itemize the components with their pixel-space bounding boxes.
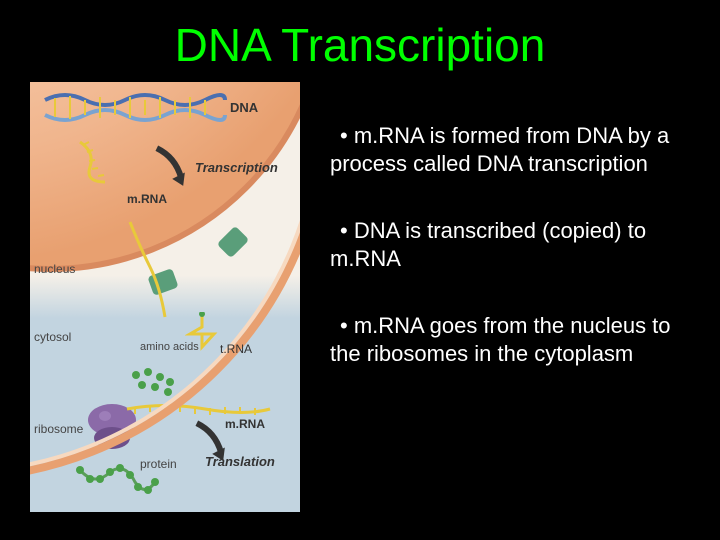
bullet-text: m.RNA is formed from DNA by a process ca… — [330, 123, 669, 176]
page-title: DNA Transcription — [0, 0, 720, 82]
cytosol-label: cytosol — [34, 330, 71, 344]
content-area: DNA Transcription m.RNA nucleus cytosol … — [0, 82, 720, 512]
nucleus-label: nucleus — [34, 262, 75, 276]
bullet-text: m.RNA goes from the nucleus to the ribos… — [330, 313, 671, 366]
bullet-marker-icon: • — [340, 217, 348, 245]
ribosome-label: ribosome — [34, 422, 83, 436]
bullet-item: • m.RNA goes from the nucleus to the rib… — [330, 312, 700, 367]
transcription-label: Transcription — [195, 160, 278, 175]
mrna-label: m.RNA — [127, 192, 167, 206]
protein-label: protein — [140, 457, 177, 471]
bullet-marker-icon: • — [340, 122, 348, 150]
amino-acids-label: amino acids — [140, 342, 199, 353]
dna-label: DNA — [230, 100, 258, 115]
trna-label: t.RNA — [220, 342, 252, 356]
bullet-item: • DNA is transcribed (copied) to m.RNA — [330, 217, 700, 272]
bullet-marker-icon: • — [340, 312, 348, 340]
mrna-label: m.RNA — [225, 417, 265, 431]
bullet-list: • m.RNA is formed from DNA by a process … — [300, 82, 700, 512]
bullet-item: • m.RNA is formed from DNA by a process … — [330, 122, 700, 177]
translation-label: Translation — [205, 454, 275, 469]
transcription-diagram: DNA Transcription m.RNA nucleus cytosol … — [30, 82, 300, 512]
bullet-text: DNA is transcribed (copied) to m.RNA — [330, 218, 646, 271]
